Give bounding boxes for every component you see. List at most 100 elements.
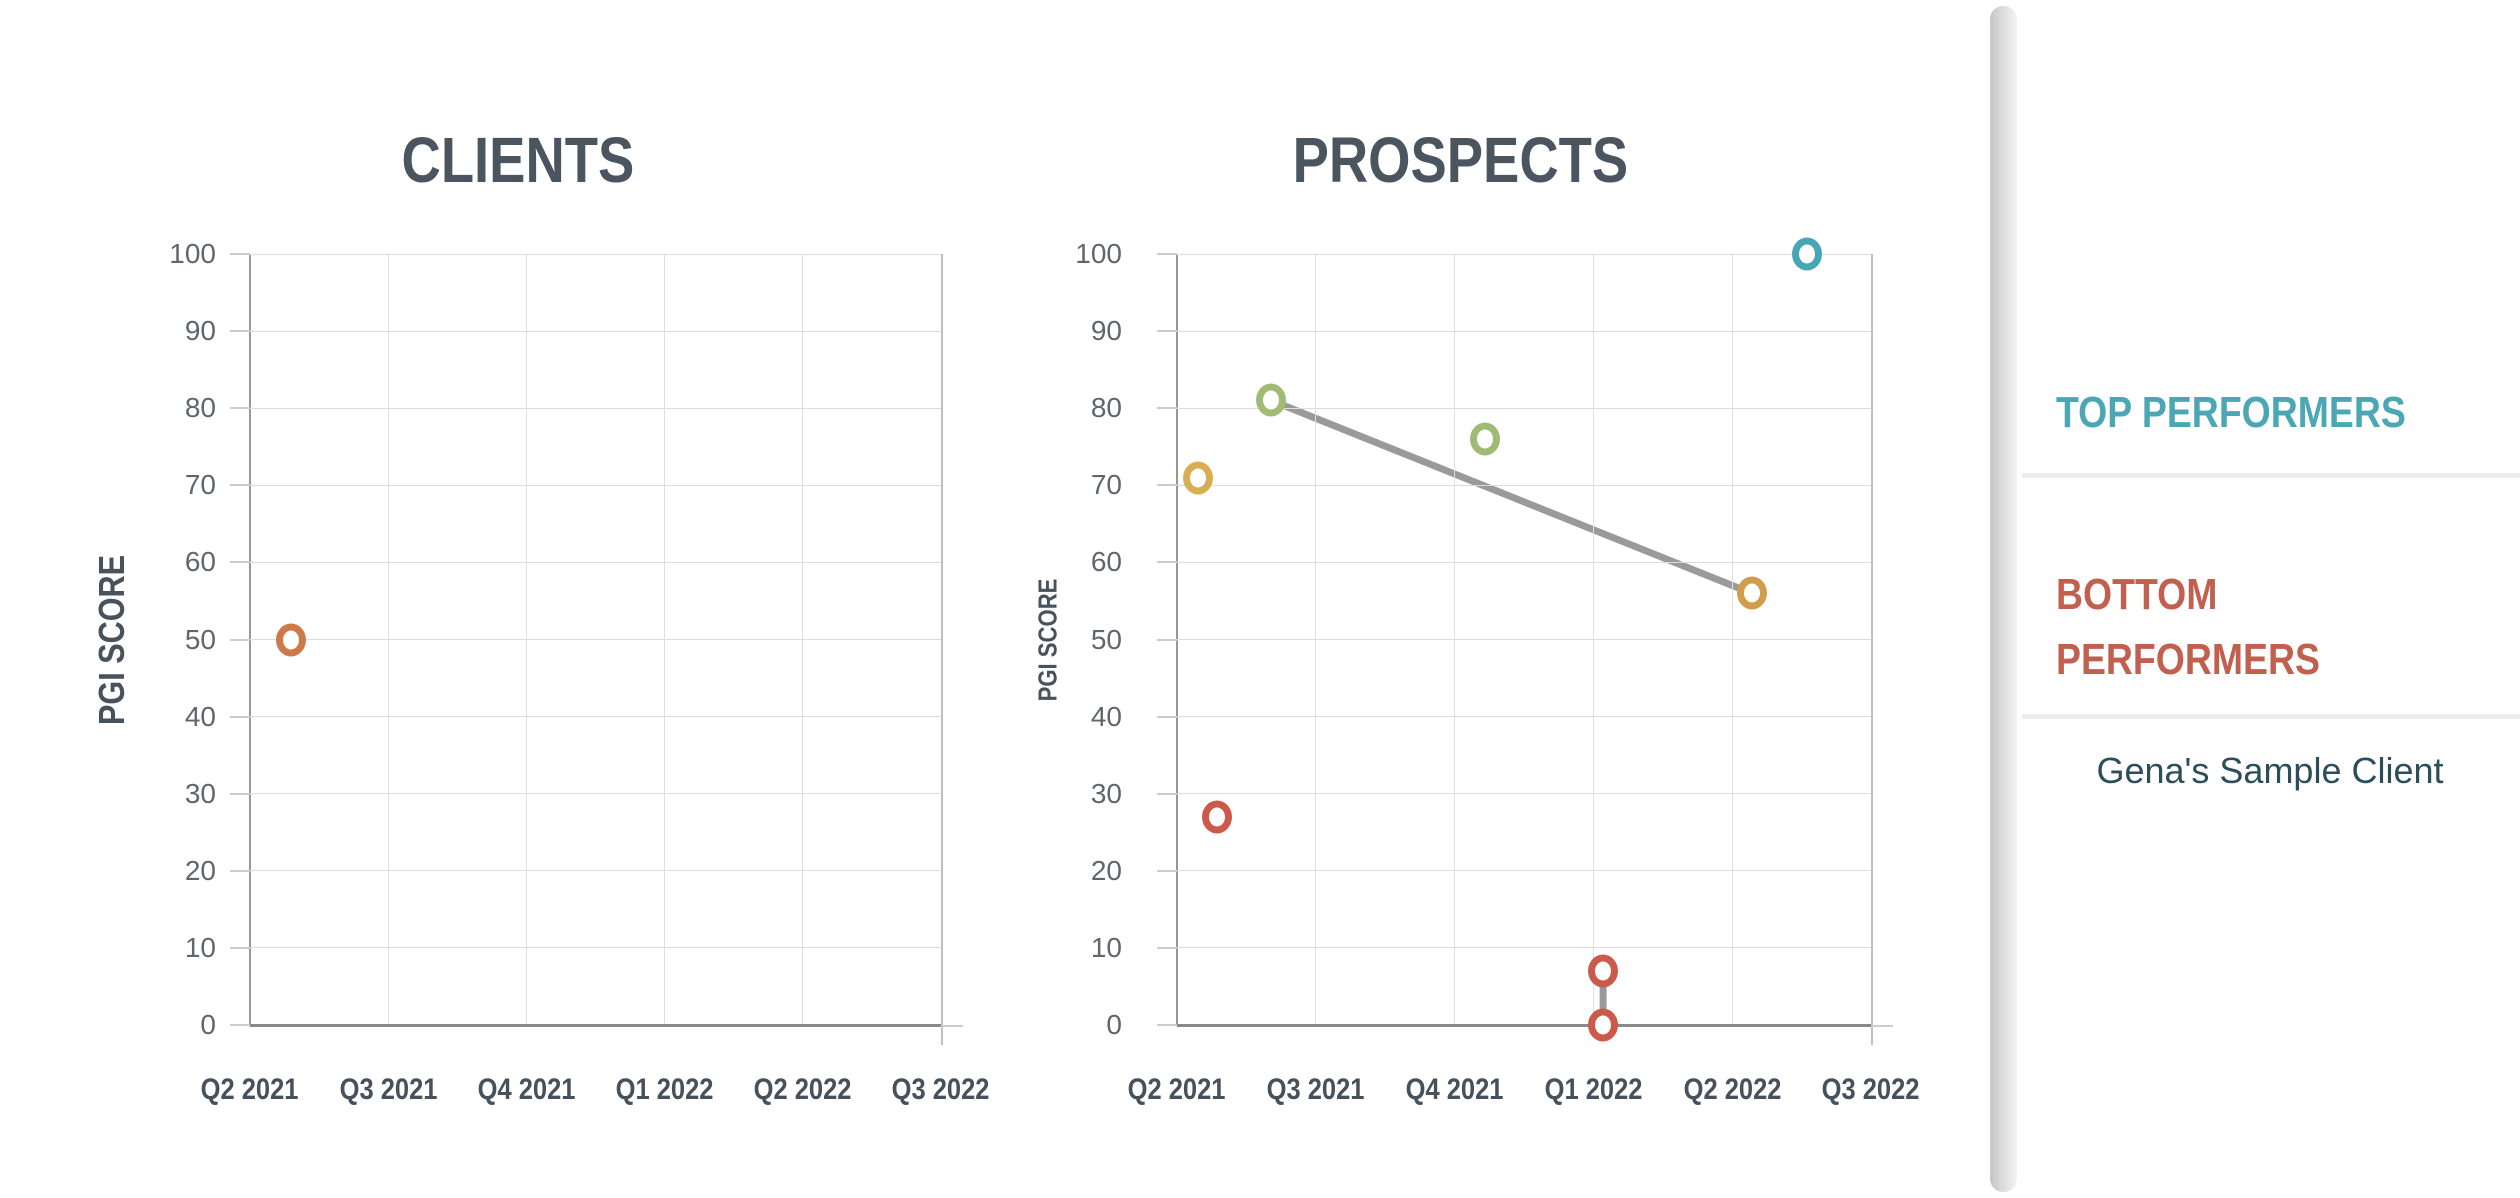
clients-y-tick-mark xyxy=(230,792,250,795)
prospects-y-tick-mark xyxy=(1157,946,1177,949)
clients-horizontal-gridline xyxy=(250,716,941,718)
top-performers-heading-text: TOP PERFORMERS xyxy=(2056,388,2406,437)
prospects-data-point[interactable] xyxy=(1736,576,1767,610)
clients-data-point[interactable] xyxy=(276,623,307,656)
prospects-data-point[interactable] xyxy=(1588,1008,1619,1042)
clients-x-axis-extension xyxy=(941,1025,963,1027)
prospects-x-tick-label: Q2 2022 xyxy=(1657,1072,1807,1108)
clients-chart-title-text: CLIENTS xyxy=(401,124,635,196)
prospects-data-point[interactable] xyxy=(1588,954,1619,988)
prospects-data-point[interactable] xyxy=(1792,237,1823,271)
prospects-y-tick-label: 40 xyxy=(1090,700,1122,732)
clients-x-tick-label: Q2 2022 xyxy=(728,1072,878,1108)
bottom-performers-heading: BOTTOM PERFORMERS xyxy=(2056,562,2416,692)
prospects-vertical-gridline xyxy=(1870,254,1873,1045)
clients-x-tick-label-text: Q4 2021 xyxy=(477,1073,576,1106)
clients-x-tick-label-text: Q3 2021 xyxy=(339,1073,438,1106)
prospects-y-tick-label: 10 xyxy=(1090,931,1122,963)
prospects-y-tick-label: 20 xyxy=(1090,854,1122,886)
prospects-y-tick-label: 80 xyxy=(1090,392,1122,424)
prospects-x-axis-line xyxy=(1177,1024,1871,1027)
prospects-y-tick-mark xyxy=(1157,484,1177,487)
clients-x-tick-label-text: Q1 2022 xyxy=(615,1073,714,1106)
prospects-horizontal-gridline xyxy=(1177,716,1871,718)
clients-horizontal-gridline xyxy=(250,484,941,486)
scrollbar-thumb[interactable] xyxy=(1990,6,2017,1192)
clients-x-axis-line xyxy=(250,1024,941,1027)
clients-horizontal-gridline xyxy=(250,253,941,255)
prospects-y-tick-label: 0 xyxy=(1106,1009,1122,1040)
clients-y-tick-label: 70 xyxy=(184,469,216,501)
prospects-x-tick-label-text: Q3 2021 xyxy=(1266,1073,1365,1106)
prospects-x-tick-label-text: Q3 2022 xyxy=(1822,1073,1920,1106)
clients-y-tick-label: 40 xyxy=(184,700,216,732)
clients-y-tick-mark xyxy=(230,330,250,333)
clients-horizontal-gridline xyxy=(250,639,941,640)
clients-y-tick-label: 90 xyxy=(184,315,216,347)
prospects-y-tick-mark xyxy=(1157,1024,1177,1026)
prospects-x-axis-extension xyxy=(1871,1025,1893,1027)
prospects-x-tick-label: Q1 2022 xyxy=(1518,1072,1668,1108)
prospects-horizontal-gridline xyxy=(1177,639,1871,640)
prospects-horizontal-gridline xyxy=(1177,330,1871,332)
prospects-data-point[interactable] xyxy=(1256,383,1287,417)
prospects-x-tick-label-text: Q2 2022 xyxy=(1683,1073,1782,1106)
prospects-horizontal-gridline xyxy=(1177,407,1871,409)
prospects-data-point[interactable] xyxy=(1202,800,1233,834)
prospects-x-tick-label-text: Q2 2021 xyxy=(1128,1073,1226,1106)
prospects-connector-line xyxy=(1270,397,1753,597)
clients-horizontal-gridline xyxy=(250,870,941,872)
clients-x-tick-label: Q1 2022 xyxy=(590,1072,740,1108)
clients-horizontal-gridline xyxy=(250,407,941,409)
prospects-y-tick-label: 60 xyxy=(1090,546,1122,578)
clients-y-tick-label: 50 xyxy=(184,623,216,655)
clients-y-tick-mark xyxy=(230,561,250,564)
clients-y-tick-mark xyxy=(230,407,250,410)
clients-y-tick-label: 10 xyxy=(184,931,216,963)
prospects-data-point[interactable] xyxy=(1182,461,1213,495)
prospects-y-tick-mark xyxy=(1157,407,1177,410)
clients-y-tick-mark xyxy=(230,1024,250,1026)
client-name-text: Gena's Sample Client xyxy=(2096,750,2444,791)
prospects-x-tick-label: Q4 2021 xyxy=(1380,1072,1530,1108)
prospects-y-tick-mark xyxy=(1157,561,1177,564)
clients-y-tick-label: 0 xyxy=(200,1009,216,1040)
clients-y-tick-mark xyxy=(230,869,250,872)
clients-horizontal-gridline xyxy=(250,793,941,795)
prospects-x-tick-label: Q3 2021 xyxy=(1241,1072,1391,1108)
clients-horizontal-gridline xyxy=(250,561,941,563)
prospects-chart-title-text: PROSPECTS xyxy=(1292,124,1628,196)
clients-y-tick-label: 80 xyxy=(184,392,216,424)
prospects-y-tick-mark xyxy=(1157,253,1177,255)
clients-y-tick-mark xyxy=(230,946,250,949)
prospects-y-tick-mark xyxy=(1157,330,1177,333)
prospects-y-tick-label: 50 xyxy=(1090,623,1122,655)
prospects-horizontal-gridline xyxy=(1177,484,1871,486)
clients-horizontal-gridline xyxy=(250,947,941,949)
prospects-y-tick-label: 70 xyxy=(1090,469,1122,501)
clients-x-tick-label: Q3 2021 xyxy=(313,1072,463,1108)
top-performers-heading: TOP PERFORMERS xyxy=(2056,388,2468,438)
prospects-horizontal-gridline xyxy=(1177,947,1871,949)
clients-x-tick-label-text: Q3 2022 xyxy=(892,1073,990,1106)
clients-y-tick-mark xyxy=(230,638,250,641)
prospects-horizontal-gridline xyxy=(1177,793,1871,795)
client-list-item[interactable]: Gena's Sample Client xyxy=(2020,750,2520,792)
sidebar-divider-2 xyxy=(2022,714,2520,719)
prospects-x-tick-label-text: Q1 2022 xyxy=(1544,1073,1643,1106)
prospects-horizontal-gridline xyxy=(1177,870,1871,872)
prospects-x-tick-label-text: Q4 2021 xyxy=(1405,1073,1504,1106)
prospects-y-tick-label: 30 xyxy=(1090,777,1122,809)
prospects-y-tick-mark xyxy=(1157,715,1177,718)
prospects-data-point[interactable] xyxy=(1470,422,1501,456)
clients-vertical-gridline xyxy=(940,254,943,1045)
prospects-x-tick-label: Q2 2021 xyxy=(1102,1072,1252,1108)
clients-y-tick-mark xyxy=(230,253,250,255)
clients-y-tick-label: 100 xyxy=(169,238,216,269)
clients-x-tick-label-text: Q2 2022 xyxy=(753,1073,852,1106)
prospects-y-tick-label: 90 xyxy=(1090,315,1122,347)
clients-chart-title: CLIENTS xyxy=(95,123,941,197)
clients-y-tick-mark xyxy=(230,715,250,718)
clients-x-tick-label: Q2 2021 xyxy=(175,1072,325,1108)
